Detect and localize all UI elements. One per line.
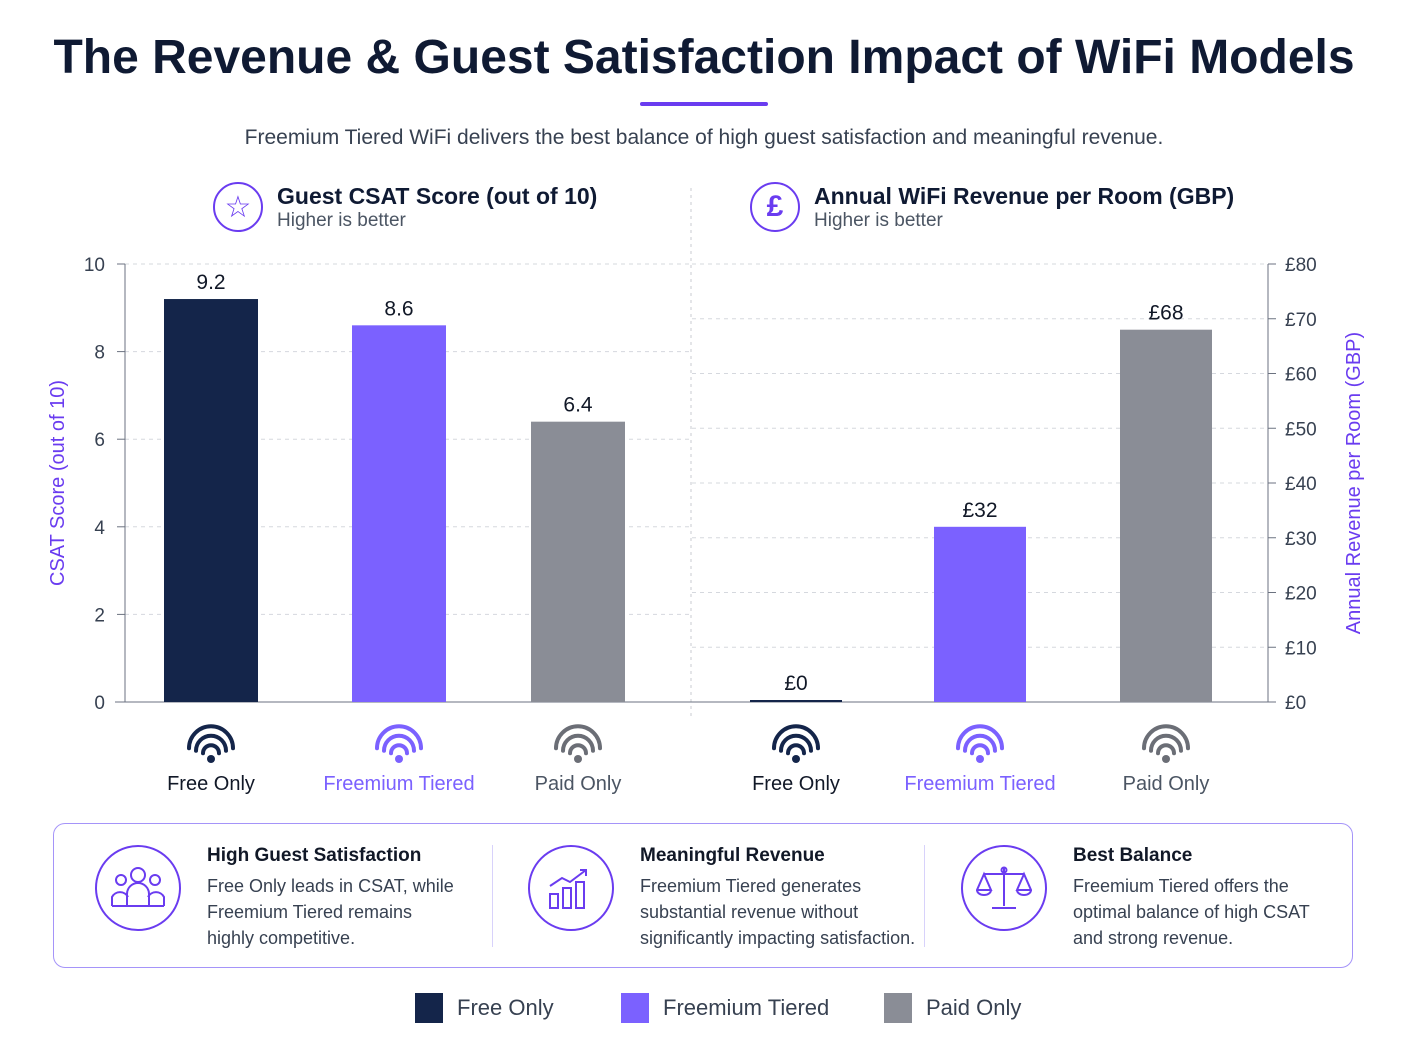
page-subtitle: Freemium Tiered WiFi delivers the best b… [244, 126, 1164, 149]
y-tick-label: £70 [1285, 310, 1317, 331]
legend-swatch [415, 993, 443, 1023]
feature-best-balance: Best Balance Freemium Tiered offers the … [961, 845, 1310, 951]
wifi-icon [1142, 724, 1190, 763]
x-tick-label: Paid Only [535, 773, 622, 795]
wifi-icon [554, 724, 602, 763]
bar-paid-only [1120, 329, 1212, 702]
y-tick-label: £40 [1285, 474, 1317, 495]
feature-line: highly competitive. [207, 928, 356, 948]
feature-line: Freemium Tiered offers the [1073, 876, 1289, 896]
csat-chart-title: Guest CSAT Score (out of 10) [277, 182, 598, 209]
revenue-chart-title: Annual WiFi Revenue per Room (GBP) [814, 182, 1235, 209]
y-tick-label: 2 [94, 605, 105, 626]
feature-line: Freemium Tiered remains [207, 902, 413, 922]
y-tick-label: 4 [94, 518, 105, 539]
data-label: £68 [1148, 302, 1183, 325]
data-label: 6.4 [563, 394, 593, 417]
y-tick-label: £0 [1285, 693, 1306, 714]
x-tick-label: Free Only [167, 773, 255, 795]
title-underline [640, 102, 768, 106]
y-tick-label: 8 [94, 343, 105, 364]
legend-label: Freemium Tiered [663, 995, 830, 1020]
bar-free-only [164, 299, 258, 702]
feature-high-satisfaction: High Guest Satisfaction Free Only leads … [95, 845, 454, 951]
feature-meaningful-revenue: Meaningful Revenue Freemium Tiered gener… [528, 845, 915, 951]
data-label: 9.2 [196, 271, 225, 294]
feature-title: Meaningful Revenue [640, 845, 825, 866]
y-tick-label: £80 [1285, 255, 1317, 276]
divider [492, 845, 493, 947]
y-tick-label: £60 [1285, 365, 1317, 386]
bar-free-only [750, 700, 842, 702]
feature-line: Free Only leads in CSAT, while [207, 876, 454, 896]
y-tick-label: £10 [1285, 638, 1317, 659]
pound-icon: £ [750, 182, 800, 232]
legend-paid-only: Paid Only [884, 993, 1021, 1023]
bar-paid-only [531, 421, 625, 702]
legend-swatch [884, 993, 912, 1023]
y-tick-label: £30 [1285, 529, 1317, 550]
csat-chart-subtitle: Higher is better [277, 209, 406, 231]
feature-line: significantly impacting satisfaction. [640, 928, 916, 948]
legend-freemium-tiered: Freemium Tiered [621, 993, 829, 1023]
people-icon [95, 845, 181, 931]
wifi-icon [772, 724, 820, 763]
csat-chart-header: ☆ Guest CSAT Score (out of 10) Higher is… [213, 182, 597, 232]
bar-freemium-tiered [352, 325, 446, 702]
star-icon: ☆ [213, 182, 263, 232]
y-tick-label: 6 [94, 430, 105, 451]
x-tick-label: Paid Only [1123, 773, 1210, 795]
feature-line: Freemium Tiered generates [640, 876, 862, 896]
bar-freemium-tiered [934, 526, 1026, 702]
x-tick-label: Free Only [752, 773, 840, 795]
y-axis-title: CSAT Score (out of 10) [47, 380, 69, 586]
bar-charts: 0 2 4 6 8 10 CSAT Score (out of 10) 9.2 Free Onl… [47, 188, 1365, 795]
growth-chart-icon [528, 845, 614, 931]
balance-scale-icon [961, 845, 1047, 931]
page-title: The Revenue & Guest Satisfaction Impact … [53, 31, 1355, 84]
data-label: £0 [784, 672, 807, 695]
data-label: £32 [962, 499, 997, 522]
feature-line: substantial revenue without [640, 902, 859, 922]
y-tick-label: 10 [84, 255, 105, 276]
y-axis-title: Annual Revenue per Room (GBP) [1343, 332, 1365, 634]
revenue-chart-subtitle: Higher is better [814, 209, 943, 231]
legend-label: Paid Only [926, 995, 1022, 1020]
feature-text: Freemium Tiered offers the optimal balan… [1073, 873, 1310, 951]
legend-label: Free Only [457, 995, 554, 1020]
feature-title: High Guest Satisfaction [207, 845, 422, 866]
feature-text: Free Only leads in CSAT, while Freemium … [207, 873, 454, 951]
legend-free-only: Free Only [415, 993, 554, 1023]
y-tick-label: £20 [1285, 584, 1317, 605]
wifi-icon [375, 724, 423, 763]
divider [924, 845, 925, 947]
wifi-icon [956, 724, 1004, 763]
insights-card [53, 823, 1353, 968]
data-label: 8.6 [384, 297, 413, 320]
feature-line: and strong revenue. [1073, 928, 1234, 948]
wifi-icon [187, 724, 235, 763]
legend-swatch [621, 993, 649, 1023]
feature-title: Best Balance [1073, 845, 1193, 866]
feature-line: optimal balance of high CSAT [1073, 902, 1310, 922]
feature-text: Freemium Tiered generates substantial re… [640, 873, 915, 951]
x-tick-label: Freemium Tiered [904, 773, 1055, 795]
y-tick-label: 0 [94, 693, 105, 714]
y-tick-label: £50 [1285, 419, 1317, 440]
revenue-chart-header: £ Annual WiFi Revenue per Room (GBP) Hig… [750, 182, 1234, 232]
x-tick-label: Freemium Tiered [323, 773, 474, 795]
